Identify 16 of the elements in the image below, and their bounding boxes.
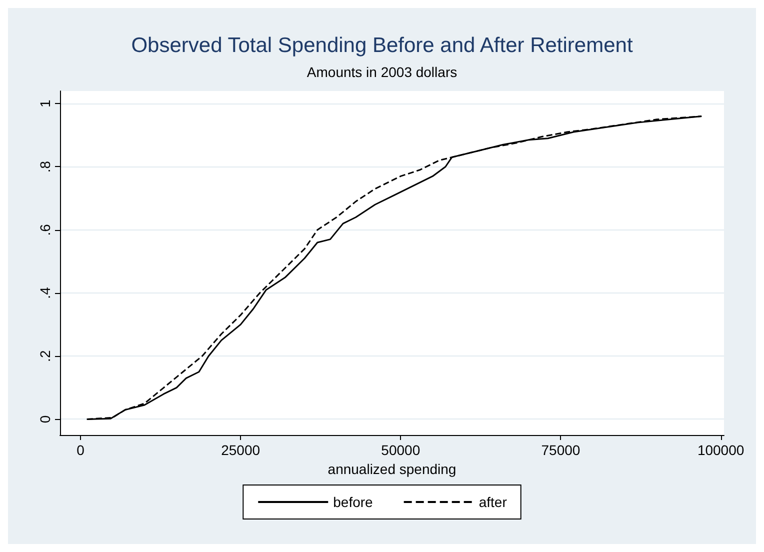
chart-title: Observed Total Spending Before and After Retirement <box>131 34 633 57</box>
y-tick-label: 1 <box>37 100 53 108</box>
y-tick-label: .2 <box>37 350 53 362</box>
y-tick-label: .8 <box>37 160 53 173</box>
chart-subtitle: Amounts in 2003 dollars <box>306 64 458 80</box>
x-axis-title: annualized spending <box>328 460 456 477</box>
legend-label: after <box>478 494 508 510</box>
legend-label: before <box>333 494 374 510</box>
y-tick-label: 0 <box>37 415 53 424</box>
y-tick-label: .6 <box>37 224 53 236</box>
x-tick-label: 50000 <box>381 442 420 458</box>
x-tick-label: 0 <box>76 442 85 458</box>
x-tick-label: 25000 <box>221 442 260 458</box>
y-tick-label: .4 <box>37 286 53 299</box>
x-tick-label: 100000 <box>697 442 744 458</box>
x-tick-label: 75000 <box>541 442 580 458</box>
